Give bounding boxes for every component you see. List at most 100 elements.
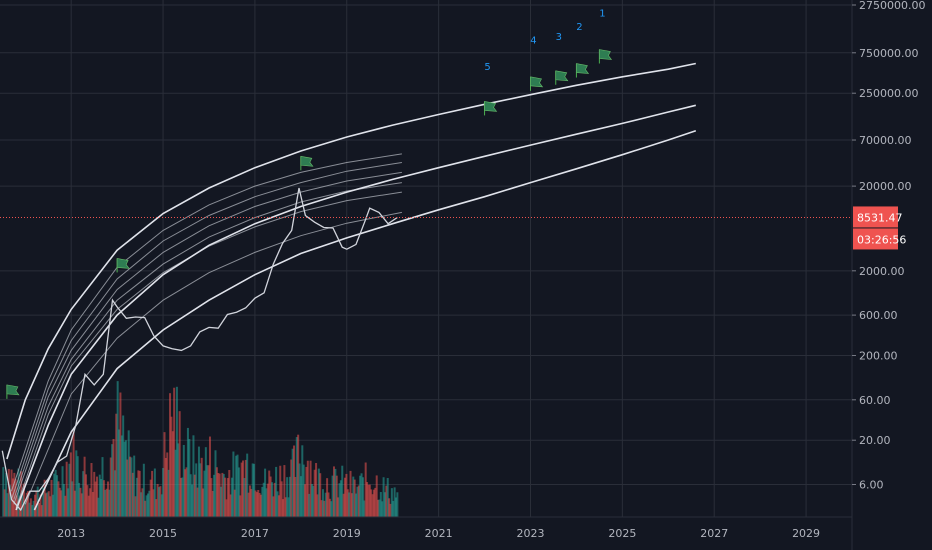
volume-bar [282,499,285,517]
y-axis-ticks: 2750000.00 750000.00 250000.00 70000.00 2000… [852,0,925,492]
volume-bar [244,459,247,517]
volume-bar [242,460,245,517]
volume-bar [181,477,184,517]
volume-bar [137,470,140,517]
volume-bar [182,444,185,517]
volume-bar [297,434,300,517]
volume-bar [270,482,273,517]
band-line [13,182,402,505]
volume-bar [326,478,329,517]
volume-bar [3,489,6,517]
volume-bar [39,494,42,517]
volume-bar [196,487,199,517]
volume-bar [112,439,115,517]
volume-bar [269,476,272,517]
volume-bar [24,500,27,517]
volume-bar [217,473,220,517]
x-tick-label: 2015 [149,527,177,540]
volume-bar [138,470,141,517]
volume-bar [109,457,112,517]
volume-bar [28,502,31,517]
volume-bar [236,454,239,517]
volume-bar [295,437,298,517]
volume-bar [6,493,9,517]
volume-bar [312,485,315,517]
volume-bar [142,463,145,517]
volume-bar [101,457,104,517]
volume-bar [184,469,187,517]
volume-bar [283,465,286,517]
volume-bar [220,486,223,517]
volume-bar [248,485,251,517]
volume-bar [352,476,355,517]
x-tick-label: 2013 [57,527,85,540]
volume-bar [306,460,309,517]
volume-bar [237,467,240,517]
volume-bar [25,492,28,517]
volume-bar [79,487,82,517]
volume-bar [339,480,342,517]
current-price-label: 8531.47 [857,211,903,224]
volume-bar [163,432,166,517]
volume-bar [31,505,34,517]
fit-curve [6,62,696,460]
y-tick-label: 250000.00 [859,87,919,100]
volume-bar [148,490,151,517]
volume-bar [135,477,138,517]
volume-bar [146,493,149,517]
volume-bar [78,482,81,517]
volume-bar [108,489,111,517]
volume-bar [304,484,307,517]
flag-icon [6,384,20,396]
volume-bar [100,479,103,517]
volume-bar [21,490,24,517]
volume-bar [266,483,269,517]
volume-bar [57,481,60,517]
volume-bar [291,448,294,517]
volume-bar [133,455,136,517]
volume-bar [377,499,380,517]
volume-bar [302,464,305,517]
volume-bar [97,497,100,517]
volume-bar [301,445,304,517]
volume-bar [353,479,356,517]
volume-bar [228,469,231,517]
flag-marker [529,76,544,91]
volume-bar [180,477,183,517]
volume-bar [177,443,180,517]
volume-bar [394,497,397,517]
volume-bar [268,470,271,517]
volume-bar [375,475,378,517]
volume-bar [149,479,152,517]
volume-bar [381,501,384,517]
flag-icon [599,49,613,60]
volume-bar [331,475,334,517]
volume-bar [348,492,351,517]
volume-bar [156,483,159,517]
volume-bar [91,492,94,517]
volume-bar [355,493,358,517]
wave-number-label: 1 [599,9,605,20]
fit-curve [15,104,696,511]
countdown-label: 03:26:56 [857,233,906,246]
volume-bar [166,452,169,517]
flag-marker [555,70,569,85]
volume-bar [239,495,242,517]
volume-bar [317,468,320,517]
x-tick-label: 2025 [608,527,636,540]
volume-bar [46,492,49,517]
volume-bar [213,474,216,517]
volume-bar [324,492,327,517]
volume-bar [51,494,54,517]
volume-bar [50,479,53,517]
flag-marker [484,101,498,116]
flag-icon [484,101,498,112]
volume-bar [321,489,324,517]
volume-bar [7,468,10,517]
volume-bar [372,489,375,517]
flag-icon [555,70,569,82]
volume-bar [246,453,249,517]
volume-bar [169,393,172,517]
volume-bar [171,431,174,517]
